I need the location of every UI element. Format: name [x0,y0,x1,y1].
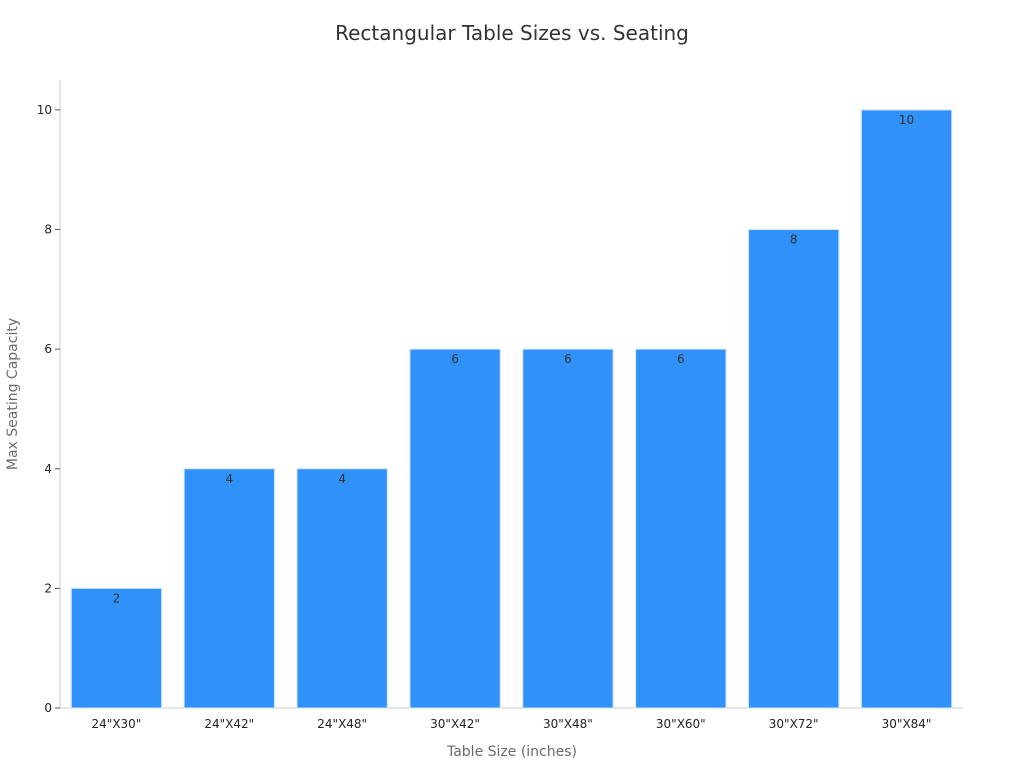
data-label: 6 [451,352,459,366]
x-tick-label: 24"X48" [317,717,367,731]
x-tick-label: 24"X30" [92,717,142,731]
y-tick-label: 8 [44,223,52,237]
y-tick-label: 6 [44,342,52,356]
x-tick-label: 30"X72" [769,717,819,731]
data-label: 2 [113,591,121,605]
x-tick-label: 30"X42" [430,717,480,731]
data-label: 8 [790,233,798,247]
bar [70,587,163,709]
y-tick-label: 2 [44,581,52,595]
x-tick-label: 30"X48" [543,717,593,731]
x-tick-label: 30"X84" [882,717,932,731]
y-tick-label: 4 [44,462,52,476]
bar [635,348,727,709]
data-label: 4 [338,472,346,486]
chart-title: Rectangular Table Sizes vs. Seating [335,21,689,45]
y-tick-label: 10 [37,103,52,117]
y-axis-label: Max Seating Capacity [5,318,21,470]
bar [296,468,388,709]
bar [409,348,501,709]
x-tick-label: 24"X42" [204,717,254,731]
data-label: 10 [899,113,914,127]
y-tick-label: 0 [44,701,52,715]
data-label: 4 [225,472,233,486]
x-axis-label: Table Size (inches) [446,744,577,760]
data-label: 6 [564,352,572,366]
bar [748,229,840,709]
bar [183,468,275,709]
data-label: 6 [677,352,685,366]
x-tick-label: 30"X60" [656,717,706,731]
bar [860,109,953,709]
plot-area: 0 2 4 6 8 10 24"X30" 2 24"X42" 4 24"X48" 4 30"X42" 6 3… [37,80,963,731]
bar [522,348,614,709]
